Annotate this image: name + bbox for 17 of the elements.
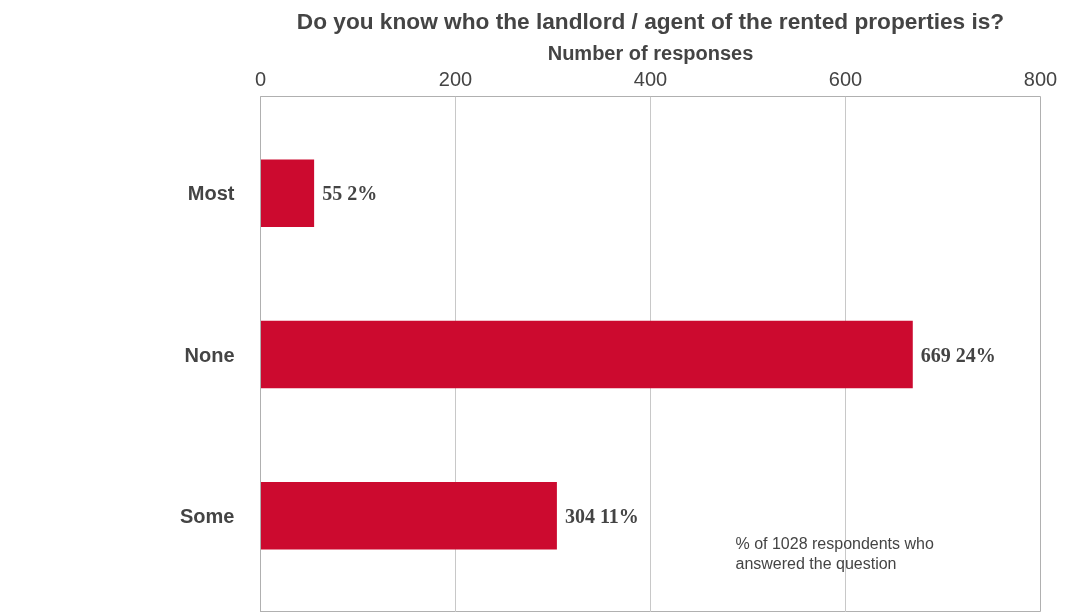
x-tick-label: 600 bbox=[828, 67, 863, 90]
x-axis-title: Number of responses bbox=[547, 41, 754, 64]
data-label: 304 11% bbox=[564, 504, 639, 527]
bar bbox=[260, 320, 913, 389]
y-tick-label: Most bbox=[187, 182, 235, 205]
data-label: 55 2% bbox=[322, 182, 378, 205]
data-label: 669 24% bbox=[920, 343, 996, 366]
y-tick-label: None bbox=[184, 343, 235, 366]
y-tick-label: Some bbox=[180, 504, 235, 527]
x-tick-label: 200 bbox=[438, 67, 473, 90]
chart-title: Do you know who the landlord / agent of the rented properties is? bbox=[296, 7, 1005, 34]
x-tick-label: 400 bbox=[633, 67, 668, 90]
annotation: % of 1028 respondents who answered the question bbox=[735, 535, 934, 573]
x-tick-label: 800 bbox=[1023, 67, 1058, 90]
bar bbox=[260, 481, 557, 550]
bar bbox=[260, 159, 315, 228]
x-tick-label: 0 bbox=[254, 67, 267, 90]
